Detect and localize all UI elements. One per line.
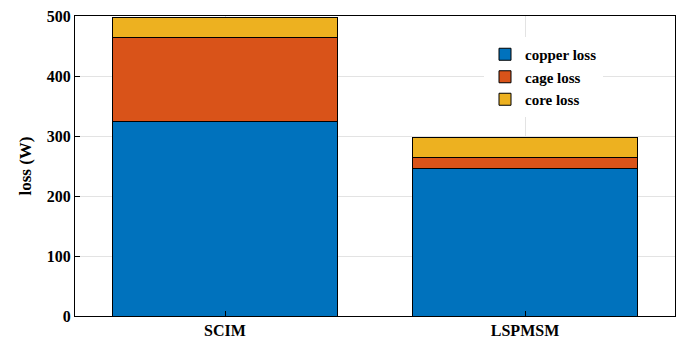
svg-text:100: 100 [47, 248, 71, 265]
svg-text:SCIM: SCIM [204, 322, 246, 339]
svg-text:300: 300 [47, 128, 71, 145]
svg-text:cage loss: cage loss [525, 70, 581, 86]
svg-text:0: 0 [63, 308, 71, 325]
svg-text:core loss: core loss [525, 92, 579, 108]
svg-text:copper loss: copper loss [525, 47, 596, 63]
svg-text:200: 200 [47, 188, 71, 205]
svg-text:400: 400 [47, 68, 71, 85]
svg-text:LSPMSM: LSPMSM [491, 322, 559, 339]
svg-text:loss (W): loss (W) [16, 136, 35, 195]
svg-text:500: 500 [47, 8, 71, 25]
